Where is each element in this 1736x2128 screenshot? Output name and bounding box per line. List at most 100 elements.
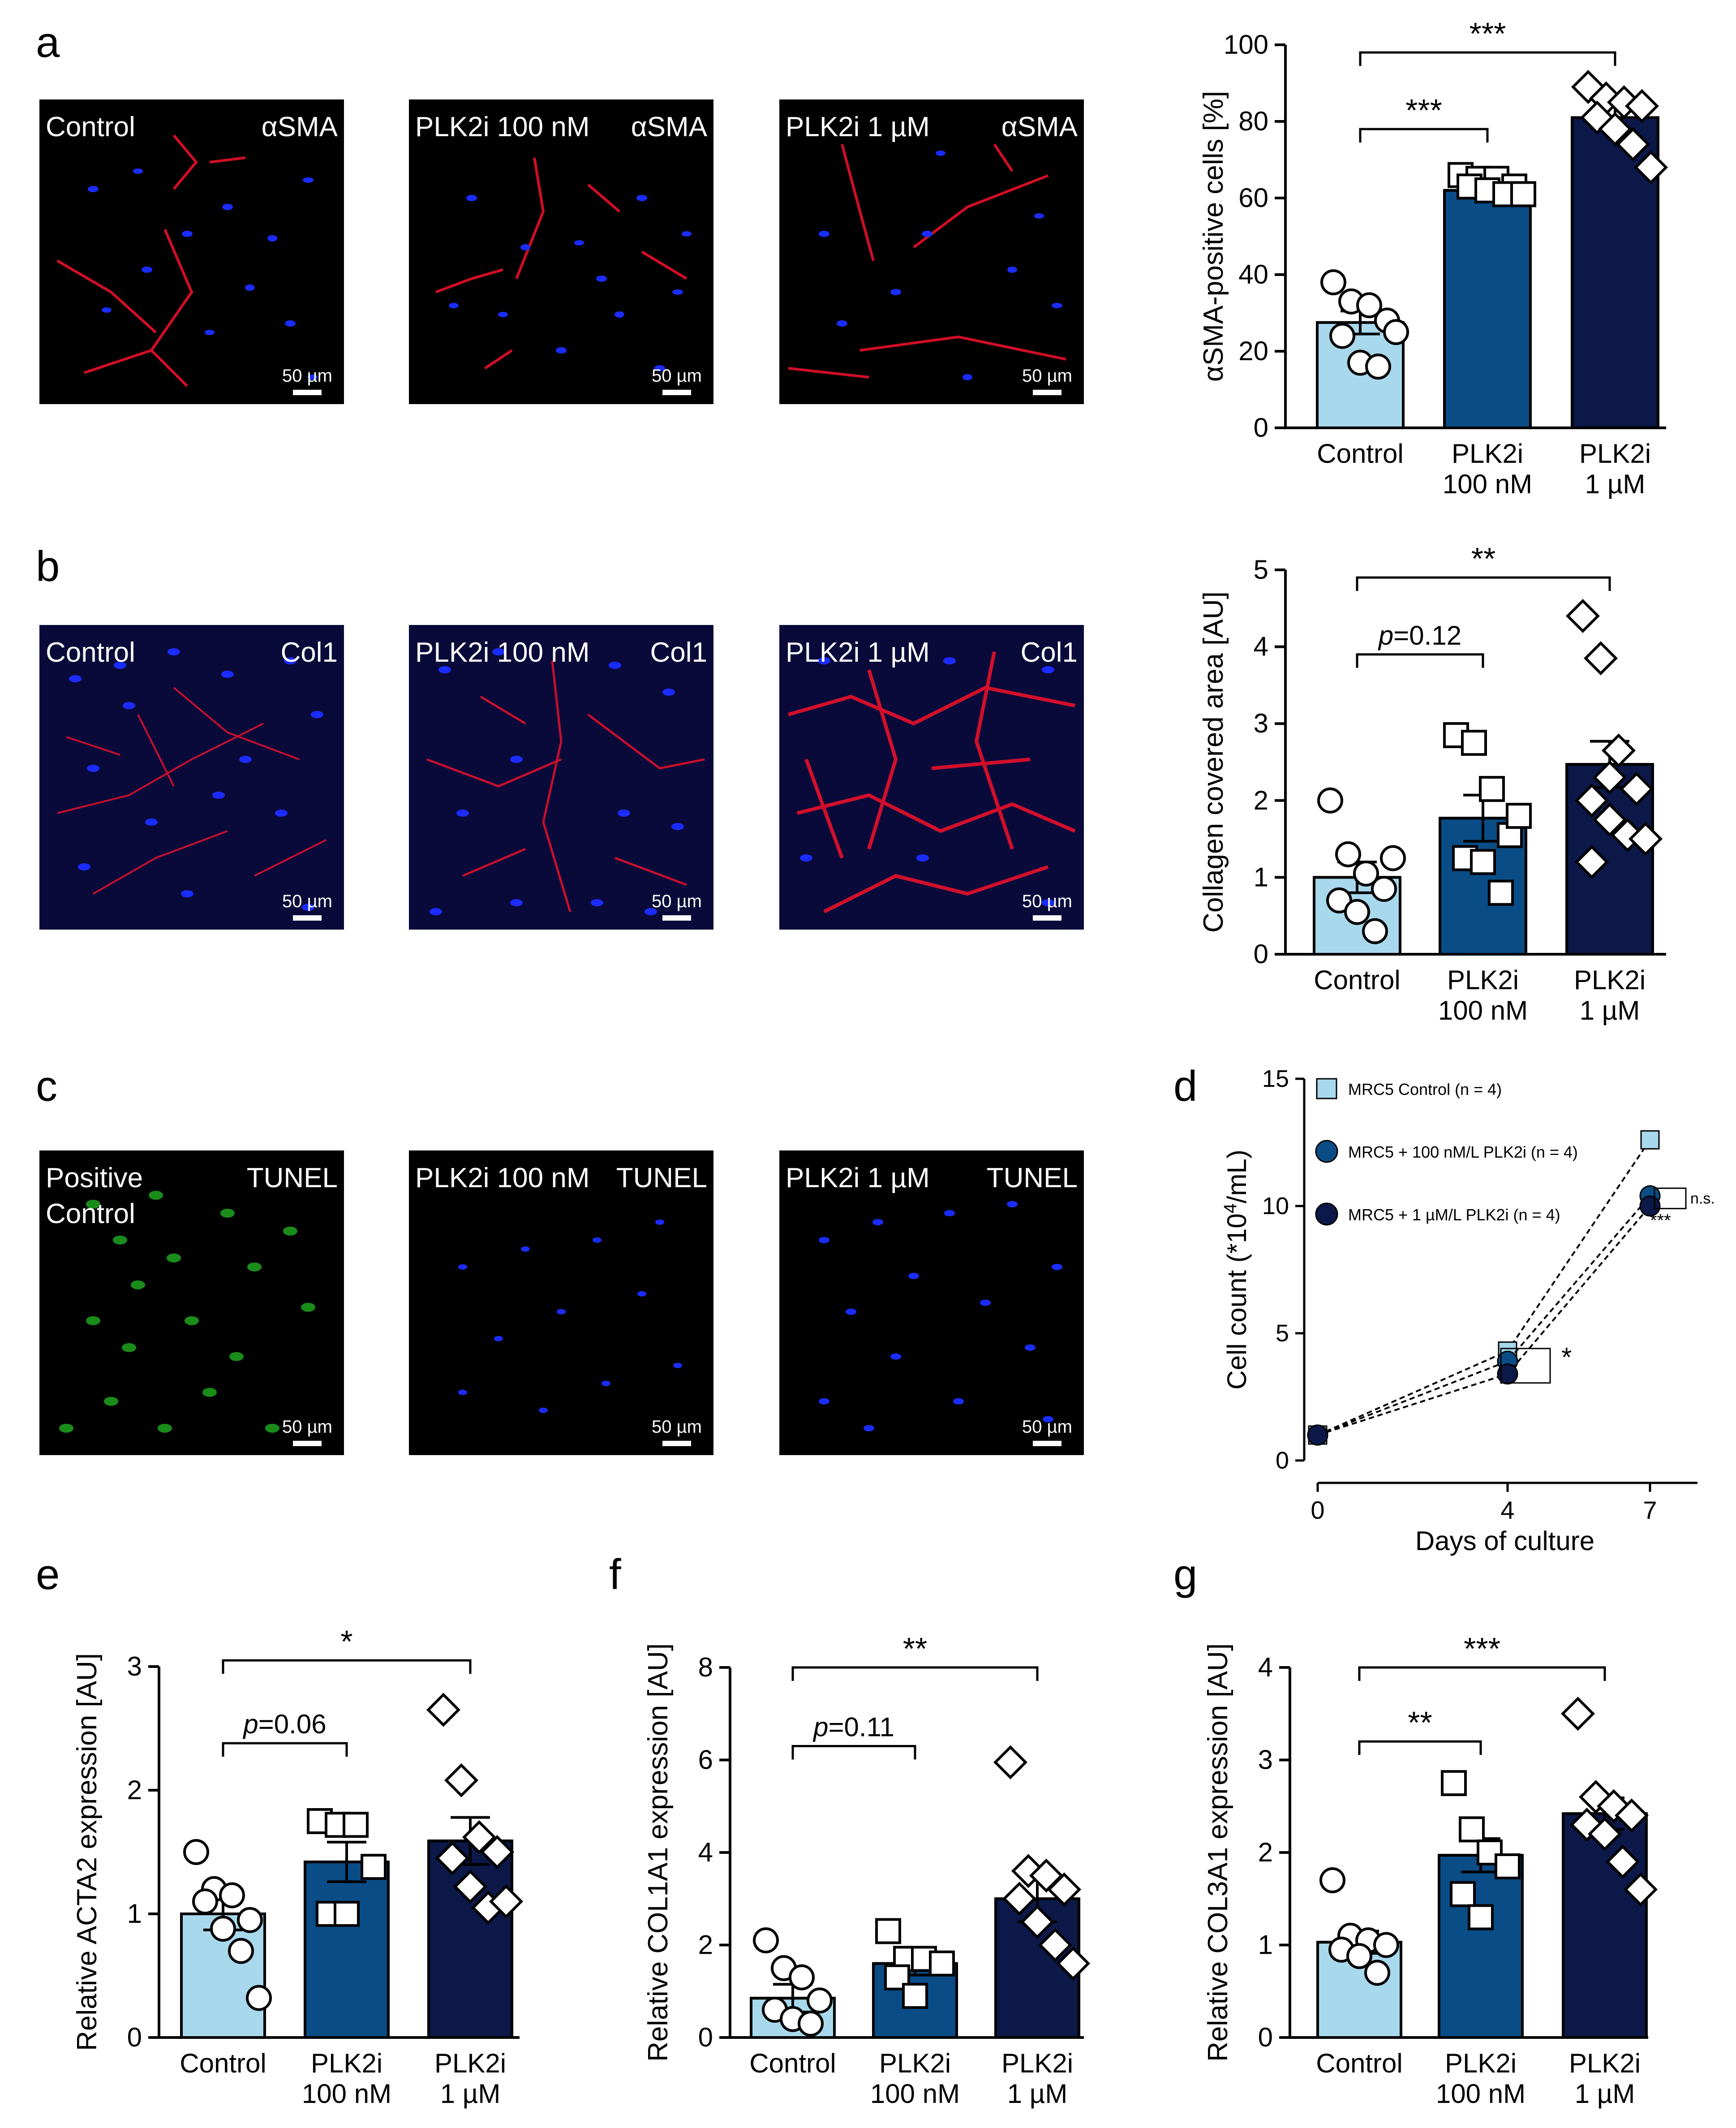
- data-point: [1380, 845, 1406, 871]
- x-tick-label: 100 nM: [870, 2079, 960, 2109]
- scale-bar-text: 50 µm: [652, 892, 702, 911]
- nuclei: [69, 648, 323, 911]
- significance-bracket: [1356, 653, 1484, 668]
- data-point: [1383, 319, 1409, 345]
- condition-label: PLK2i 100 nM: [415, 637, 590, 668]
- x-tick-label: 1 µM: [1575, 2079, 1635, 2109]
- scale-bar: 50 µm: [282, 892, 332, 921]
- x-tick-label: Control: [1317, 439, 1403, 469]
- significance-label: ***: [1405, 93, 1442, 128]
- legend-marker: [1315, 1202, 1338, 1226]
- data-point: [1441, 1770, 1467, 1796]
- significance-bracket: [791, 1745, 916, 1760]
- data-point: [444, 1763, 479, 1797]
- y-tick-label: 5: [1254, 555, 1268, 585]
- actin-fibers: [56, 134, 246, 388]
- data-point: [426, 1693, 461, 1727]
- x-axis-label: Days of culture: [1415, 1526, 1594, 1556]
- data-point: [1497, 1363, 1518, 1385]
- significance-label: ***: [1464, 1631, 1500, 1666]
- data-point: [1640, 1130, 1660, 1150]
- x-tick-label: Control: [1316, 2048, 1402, 2078]
- data-point: [1587, 1817, 1622, 1851]
- y-tick-label: 100: [1224, 30, 1268, 60]
- data-point: [902, 1983, 928, 2009]
- y-tick-label: 0: [1254, 939, 1268, 969]
- data-point: [1373, 1932, 1399, 1958]
- data-point: [1470, 849, 1496, 875]
- condition-label: PLK2i 1 µM: [786, 1163, 930, 1193]
- data-point: [1038, 1928, 1073, 1962]
- x-tick-label: 1 µM: [1007, 2079, 1068, 2109]
- nuclei: [88, 168, 318, 380]
- data-point: [1628, 822, 1663, 856]
- x-tick-label: 1 µM: [1580, 995, 1640, 1025]
- data-point: [1056, 1946, 1091, 1981]
- series-line: [1317, 1139, 1651, 1436]
- data-point: [1583, 641, 1618, 676]
- micrograph-c-100nm: PLK2i 100 nM TUNEL 50 µm: [409, 1150, 713, 1455]
- significance-label: **: [903, 1631, 927, 1666]
- x-tick-label: 0: [1311, 1496, 1324, 1524]
- data-point: [1574, 783, 1609, 818]
- y-axis-label: Relative ACTA2 expression [AU]: [72, 1653, 103, 2051]
- data-point: [789, 1964, 815, 1990]
- data-point: [361, 1854, 387, 1880]
- panel-letter-d: d: [1173, 1062, 1198, 1110]
- data-point: [1346, 1943, 1372, 1969]
- data-point: [1459, 1816, 1485, 1843]
- y-tick-label: 2: [1254, 785, 1268, 815]
- data-point: [210, 1916, 236, 1942]
- y-axis-label: Cell count (*104/mL): [1220, 1150, 1252, 1390]
- significance-label: ***: [1650, 1210, 1671, 1230]
- y-tick-label: 8: [698, 1652, 713, 1682]
- y-tick-label: 3: [1258, 1745, 1273, 1775]
- data-point: [1002, 1882, 1037, 1916]
- condition-label: PLK2i 1 µM: [786, 637, 930, 668]
- micrograph-image: [409, 99, 713, 404]
- x-tick-label: PLK2i: [1447, 965, 1519, 995]
- actin-fibers: [435, 157, 688, 370]
- x-tick-label: PLK2i: [1452, 439, 1523, 469]
- data-point: [798, 2011, 824, 2037]
- significance-label: **: [1471, 541, 1495, 576]
- data-point: [1506, 803, 1532, 829]
- y-tick-label: 0: [698, 2022, 713, 2052]
- data-point: [334, 1901, 360, 1927]
- x-tick-label: 100 nM: [1438, 995, 1528, 1025]
- y-tick-label: 2: [1258, 1837, 1273, 1867]
- scale-bar-text: 50 µm: [282, 1417, 332, 1437]
- data-point: [1335, 841, 1361, 867]
- collagen-fibers: [57, 687, 327, 895]
- data-point: [1450, 1881, 1476, 1907]
- y-tick-label: 6: [698, 1745, 713, 1775]
- tunel-positive-nuclei: [59, 1191, 315, 1433]
- micrograph-c-1um: PLK2i 1 µM TUNEL 50 µm: [779, 1150, 1084, 1455]
- bar: [1443, 189, 1532, 429]
- data-point: [1307, 1424, 1328, 1446]
- data-point: [1623, 1872, 1658, 1907]
- data-point: [462, 1820, 497, 1854]
- data-point: [1317, 787, 1343, 814]
- data-point: [1020, 1904, 1055, 1939]
- y-tick-label: 2: [698, 1930, 713, 1960]
- y-tick-label: 0: [1258, 2022, 1273, 2052]
- data-point: [1326, 887, 1352, 913]
- scale-bar: 50 µm: [1022, 1417, 1072, 1446]
- significance-label: *: [340, 1624, 352, 1659]
- data-point: [1320, 269, 1346, 296]
- data-point: [993, 1745, 1028, 1779]
- stain-label: αSMA: [631, 112, 707, 142]
- panel-letter-c: c: [36, 1062, 57, 1110]
- x-tick-label: PLK2i: [879, 2048, 951, 2078]
- scale-bar: 50 µm: [282, 366, 332, 395]
- x-tick-label: PLK2i: [1574, 965, 1646, 995]
- stain-label: Col1: [280, 637, 338, 668]
- scale-bar-text: 50 µm: [1022, 1417, 1072, 1437]
- significance-bracket: [1358, 1666, 1606, 1681]
- significance-label: ***: [1470, 16, 1506, 51]
- data-point: [1605, 1844, 1640, 1879]
- collagen-fibers: [426, 660, 705, 912]
- data-point: [1353, 860, 1379, 887]
- scale-bar: 50 µm: [652, 366, 702, 395]
